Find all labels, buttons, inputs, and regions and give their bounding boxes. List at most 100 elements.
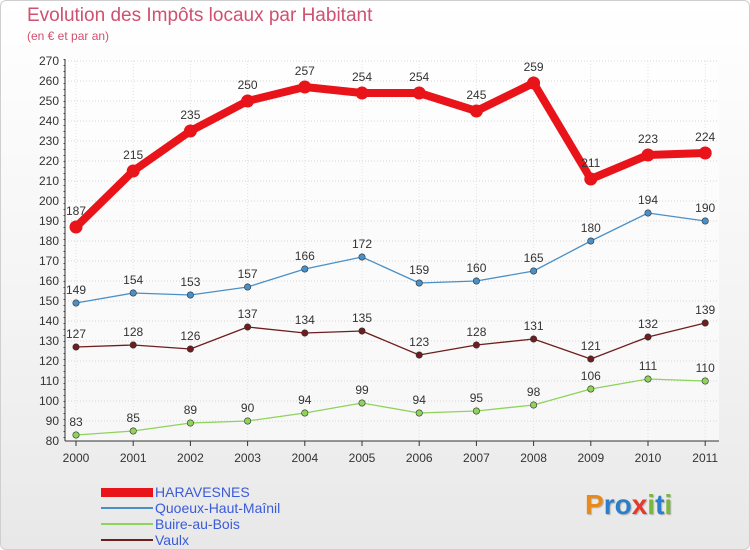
data-label: 257 [295, 64, 315, 78]
data-label: 194 [638, 193, 658, 207]
data-label: 128 [466, 325, 486, 339]
y-tick-label: 150 [39, 294, 59, 308]
data-label: 121 [581, 339, 601, 353]
data-label: 90 [241, 401, 255, 415]
data-label: 94 [298, 393, 312, 407]
data-point [530, 335, 538, 343]
data-label: 166 [295, 249, 315, 263]
data-point [301, 329, 309, 337]
data-label: 134 [295, 313, 315, 327]
x-tick-label: 2008 [520, 451, 547, 465]
x-tick-label: 2004 [291, 451, 318, 465]
data-point [641, 148, 655, 162]
data-label: 180 [581, 221, 601, 235]
logo-letter: P [585, 489, 604, 520]
data-point [527, 76, 541, 90]
data-point [415, 409, 423, 417]
y-tick-label: 120 [39, 354, 59, 368]
logo-letter: x [631, 489, 648, 520]
data-point [587, 385, 595, 393]
data-point [355, 86, 369, 100]
data-label: 89 [184, 403, 198, 417]
y-tick-label: 180 [39, 234, 59, 248]
legend-label: Quoeux-Haut-Maînil [155, 500, 281, 516]
series-line [75, 212, 706, 304]
y-tick-label: 110 [40, 374, 59, 388]
x-tick-label: 2006 [406, 451, 433, 465]
data-label: 215 [123, 148, 143, 162]
data-label: 98 [527, 385, 541, 399]
logo-letter: r [603, 489, 615, 520]
data-point [186, 291, 194, 299]
data-label: 187 [66, 204, 86, 218]
data-point [72, 299, 80, 307]
data-point [358, 399, 366, 407]
data-label: 149 [66, 283, 86, 297]
data-point [469, 104, 483, 118]
data-point [701, 319, 709, 327]
data-point [186, 419, 194, 427]
y-tick-label: 260 [39, 74, 59, 88]
data-point [301, 265, 309, 273]
data-label: 128 [123, 325, 143, 339]
chart-title: Evolution des Impôts locaux par Habitant [27, 5, 373, 26]
data-point [69, 220, 83, 234]
data-point [644, 209, 652, 217]
data-label: 123 [409, 335, 429, 349]
data-label: 137 [238, 307, 258, 321]
y-tick-label: 220 [39, 154, 59, 168]
y-tick-label: 90 [46, 414, 60, 428]
data-point [530, 267, 538, 275]
series-line [72, 79, 710, 231]
data-point [644, 375, 652, 383]
data-label: 94 [413, 393, 427, 407]
data-point [244, 417, 252, 425]
series-quoeux-haut-ma-nil: 149 154 153 157 166 172 159 160 165 180 194 190 [66, 193, 716, 307]
series-line [75, 378, 706, 436]
data-label: 259 [524, 60, 544, 74]
data-point [358, 327, 366, 335]
data-point [72, 343, 80, 351]
data-point [183, 124, 197, 138]
logo-letter: t [655, 489, 665, 520]
data-label: 110 [696, 361, 715, 375]
data-point [129, 289, 137, 297]
data-label: 106 [581, 369, 601, 383]
series-line [75, 322, 706, 360]
data-point [129, 341, 137, 349]
data-label: 85 [127, 411, 141, 425]
data-label: 224 [695, 130, 715, 144]
data-point [129, 427, 137, 435]
y-tick-label: 140 [39, 314, 59, 328]
legend-swatch [101, 523, 153, 525]
y-tick-label: 210 [39, 174, 59, 188]
x-tick-label: 2010 [635, 451, 662, 465]
data-point [241, 94, 255, 108]
data-label: 165 [524, 251, 544, 265]
y-tick-label: 270 [39, 54, 59, 68]
proxiti-logo: Proxiti [585, 489, 672, 521]
data-point [301, 409, 309, 417]
y-tick-label: 80 [46, 434, 60, 448]
chart-subtitle: (en € et par an) [27, 29, 110, 43]
data-label: 135 [352, 311, 372, 325]
data-label: 250 [238, 78, 258, 92]
y-tick-label: 170 [39, 254, 59, 268]
legend-label: Vaulx [155, 532, 189, 548]
series-buire-au-bois: 83 85 89 90 94 99 94 95 98 106 111 110 [69, 359, 715, 439]
data-label: 254 [352, 70, 372, 84]
y-tick-label: 190 [39, 214, 59, 228]
x-tick-label: 2001 [120, 451, 147, 465]
y-tick-label: 160 [39, 274, 59, 288]
x-tick-label: 2003 [234, 451, 261, 465]
x-tick-label: 2011 [692, 451, 718, 465]
data-label: 160 [466, 261, 486, 275]
data-point [412, 86, 426, 100]
data-point [126, 164, 140, 178]
data-point [244, 283, 252, 291]
data-point [584, 172, 598, 186]
x-tick-label: 2007 [463, 451, 490, 465]
data-label: 154 [123, 273, 143, 287]
